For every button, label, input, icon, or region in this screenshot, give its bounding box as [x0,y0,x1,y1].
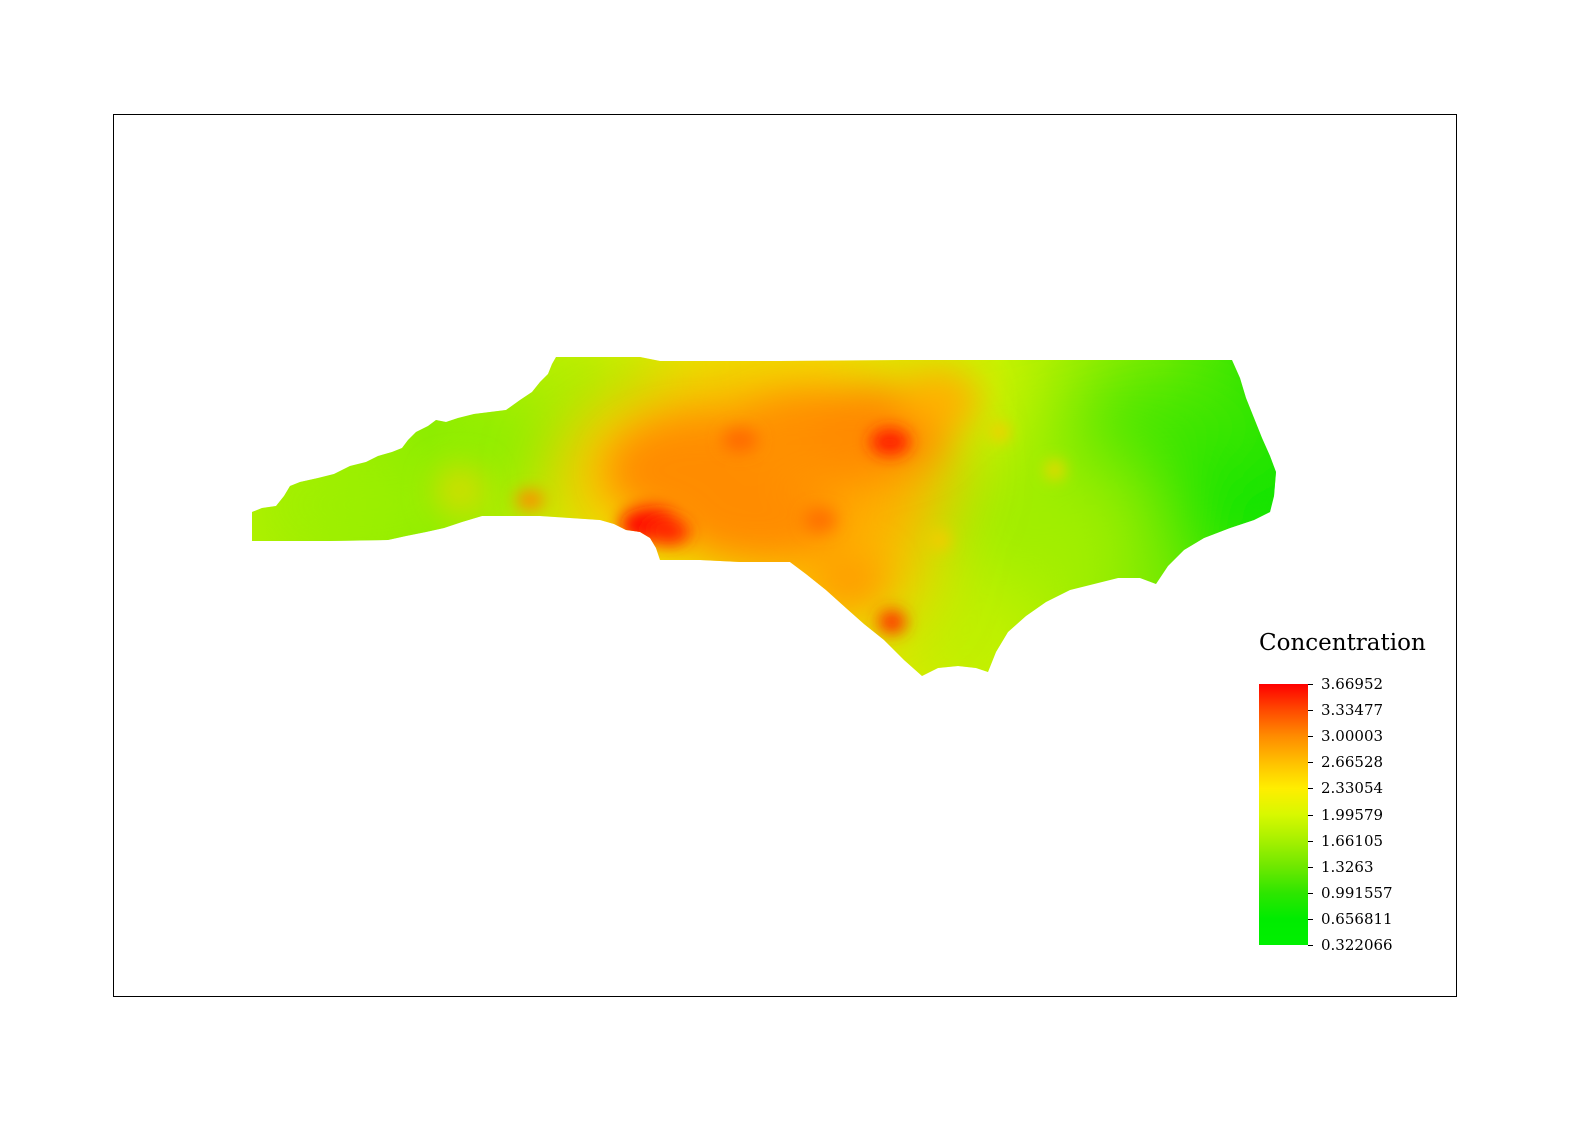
legend-label: 3.00003 [1321,727,1384,746]
legend-tick [1308,892,1313,894]
legend-tick [1308,788,1313,790]
legend-color-ramp [1259,684,1308,945]
legend: Concentration 3.66952 3.33477 3.00003 2.665… [1259,630,1449,960]
legend-tick [1308,710,1313,712]
legend-label: 0.656811 [1321,909,1393,928]
legend-tick [1308,918,1313,920]
legend-tick [1308,762,1313,764]
concentration-surface [252,357,1276,676]
legend-label: 0.991557 [1321,883,1393,902]
legend-tick [1308,684,1313,685]
legend-tick [1308,840,1313,842]
legend-label: 1.66105 [1321,831,1384,850]
legend-tick [1308,814,1313,816]
legend-label: 2.33054 [1321,779,1384,798]
legend-label: 2.66528 [1321,753,1384,772]
legend-title: Concentration [1259,630,1426,656]
legend-label: 0.322066 [1321,936,1393,954]
legend-tick [1308,866,1313,868]
legend-tick [1308,736,1313,738]
legend-tick [1308,945,1313,946]
legend-label: 1.99579 [1321,805,1384,824]
legend-label: 3.66952 [1321,675,1384,693]
legend-label: 1.3263 [1321,857,1374,876]
legend-label: 3.33477 [1321,701,1384,720]
